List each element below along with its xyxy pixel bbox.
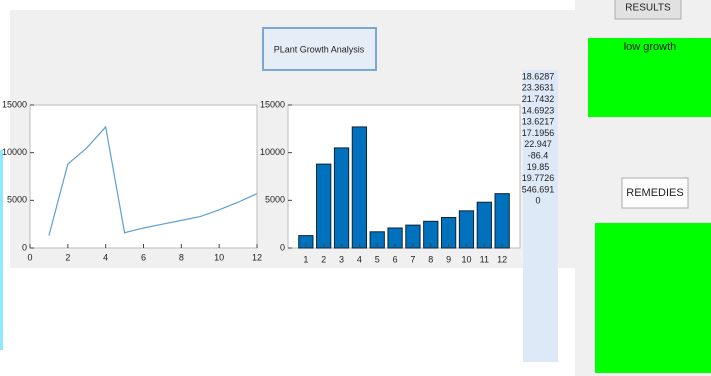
listbox-item: 14.6923	[522, 105, 555, 115]
result-text: low growth	[624, 41, 677, 53]
listbox-item: 19.85	[527, 162, 550, 172]
listbox-item: -86.4	[528, 150, 549, 160]
y-tick-label: 0	[280, 242, 285, 252]
y-tick-label: 10000	[260, 147, 285, 157]
listbox-item: 21.7432	[522, 94, 555, 104]
y-tick-label: 5000	[7, 195, 27, 205]
line	[48, 125, 258, 236]
results-button-text: RESULTS	[625, 3, 671, 14]
remedies-button[interactable]	[621, 177, 689, 209]
y-tick-label: 5000	[265, 195, 285, 205]
x-tick-label: 6	[141, 252, 146, 262]
x-tick-label: 2	[65, 252, 70, 262]
x-tick-label: 10	[461, 254, 471, 264]
bar	[476, 201, 492, 249]
listbox-item: 546.691	[522, 184, 555, 194]
listbox[interactable]	[523, 70, 558, 362]
bar	[440, 216, 457, 249]
x-tick-label: 4	[357, 254, 362, 264]
y-tick-label: 15000	[2, 99, 27, 109]
x-tick-label: 5	[375, 254, 380, 264]
edge	[0, 150, 3, 350]
x-tick-label: 2	[321, 254, 326, 264]
x-tick-label: 4	[103, 252, 108, 262]
bar	[458, 210, 475, 249]
x-tick-label: 8	[179, 252, 184, 262]
remedies-button-text: REMEDIES	[626, 187, 683, 199]
x-tick-label: 10	[214, 252, 224, 262]
x-tick-label: 1	[303, 254, 308, 264]
x-tick-label: 0	[27, 252, 32, 262]
x-tick-label: 8	[428, 254, 433, 264]
y-tick-label: 0	[22, 242, 27, 252]
result-box	[588, 38, 711, 117]
results-button[interactable]	[614, 0, 682, 20]
title-button[interactable]	[262, 27, 377, 71]
listbox-item: 0	[535, 196, 540, 206]
axes	[29, 104, 258, 249]
x-tick-label: 11	[480, 254, 489, 264]
listbox-item: 22.947	[524, 139, 552, 149]
x-tick-label: 6	[393, 254, 398, 264]
bar	[423, 220, 439, 249]
x-tick-label: 9	[446, 254, 451, 264]
y-tick-label: 10000	[2, 147, 27, 157]
listbox-item: 13.6217	[522, 117, 555, 127]
x-tick-label: 12	[252, 252, 262, 262]
y-tick-label: 15000	[260, 99, 285, 109]
listbox-item: 18.6287	[522, 71, 555, 81]
listbox-item: 23.3631	[522, 83, 555, 93]
x-tick-label: 3	[339, 254, 344, 264]
remedies-box	[595, 223, 711, 373]
title-button-text: PLant Growth Analysis	[274, 44, 365, 54]
x-tick-label: 7	[410, 254, 415, 264]
bar	[351, 126, 368, 249]
x-tick-label: 12	[497, 254, 507, 264]
bar	[494, 193, 510, 249]
bar	[316, 163, 332, 249]
bar	[333, 147, 350, 249]
listbox-item: 19.7726	[522, 173, 555, 183]
listbox-item: 17.1956	[522, 128, 555, 138]
